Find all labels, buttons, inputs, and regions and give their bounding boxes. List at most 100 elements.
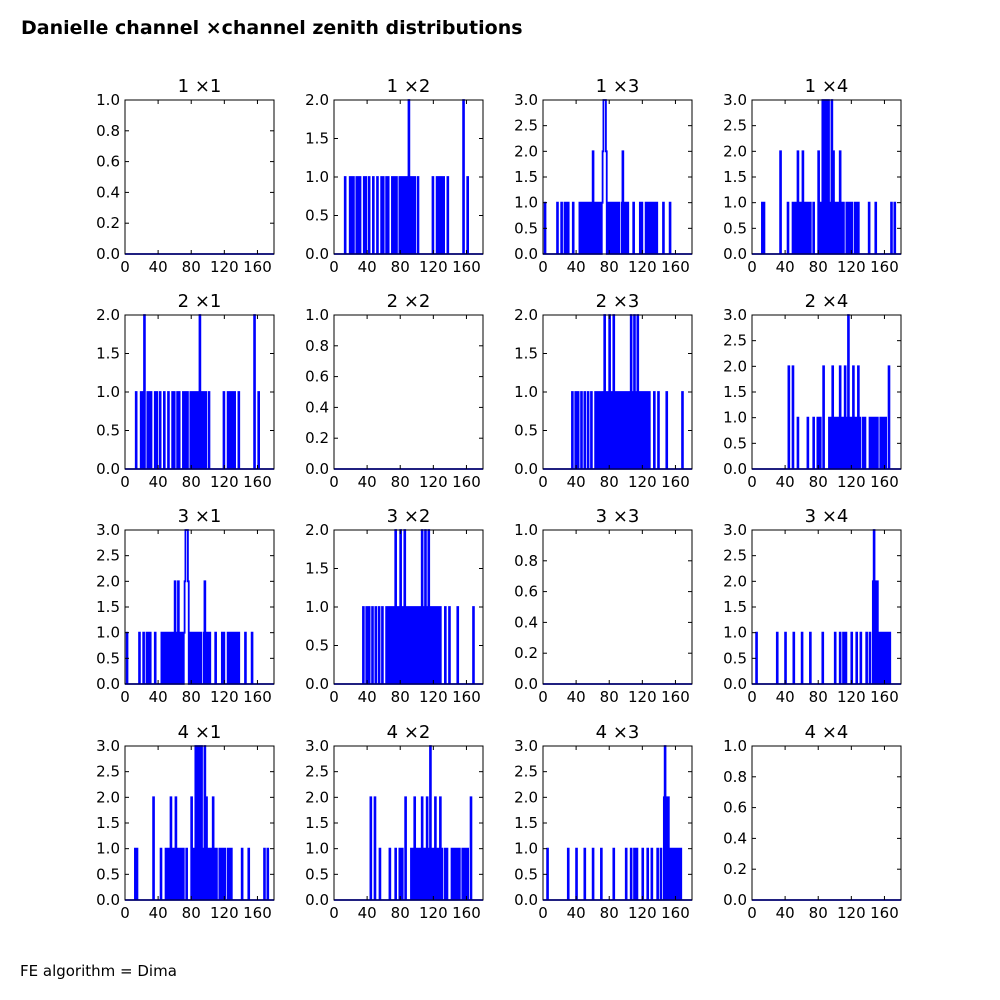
y-tick-label: 1.5 (723, 598, 747, 616)
axes-frame (542, 529, 693, 685)
y-tick-label: 2.0 (96, 306, 120, 324)
x-tick-label: 0 (329, 688, 339, 706)
x-tick-label: 160 (452, 688, 481, 706)
x-tick-label: 80 (182, 688, 201, 706)
x-tick-label: 40 (567, 688, 586, 706)
x-tick-label: 40 (776, 904, 795, 922)
y-tick-label: 1.5 (514, 168, 538, 186)
x-tick-label: 0 (120, 258, 130, 276)
x-tick-label: 160 (452, 258, 481, 276)
y-tick-label: 0.0 (723, 245, 747, 263)
x-tick-label: 160 (243, 688, 272, 706)
x-tick-label: 80 (600, 904, 619, 922)
y-tick-label: 1.0 (723, 624, 747, 642)
subplot-title: 4 ×1 (178, 722, 222, 743)
figure-title: Danielle channel ×channel zenith distrib… (21, 17, 523, 39)
x-tick-label: 40 (149, 688, 168, 706)
x-tick-label: 0 (747, 473, 757, 491)
x-tick-label: 120 (628, 258, 657, 276)
x-tick-label: 120 (210, 258, 239, 276)
x-tick-label: 40 (149, 904, 168, 922)
y-tick-label: 1.5 (514, 345, 538, 363)
y-tick-label: 2.0 (96, 788, 120, 806)
x-tick-label: 120 (628, 904, 657, 922)
subplot-4-2: 4 ×2 0 40 80 120 160 0.0 0.5 1.0 1.5 2.0 2.5 3.0 (305, 722, 484, 922)
x-tick-label: 160 (870, 688, 899, 706)
x-tick-label: 80 (391, 473, 410, 491)
subplot-4-3: 4 ×3 0 40 80 120 160 0.0 0.5 1.0 1.5 2.0 2.5 3.0 (514, 722, 693, 922)
subplot-2-2: 2 ×2 0 40 80 120 160 0.0 0.2 0.4 0.6 0.8 1.0 (305, 291, 484, 491)
y-tick-label: 0.0 (723, 891, 747, 909)
y-tick-label: 1.0 (305, 168, 329, 186)
x-tick-label: 80 (809, 473, 828, 491)
subplot-title: 3 ×1 (178, 506, 222, 527)
histogram-series (543, 314, 692, 470)
x-tick-label: 120 (210, 688, 239, 706)
y-tick-label: 2.0 (514, 306, 538, 324)
y-tick-label: 1.0 (514, 840, 538, 858)
y-tick-label: 1.5 (723, 168, 747, 186)
x-tick-label: 40 (358, 473, 377, 491)
y-tick-label: 0.8 (723, 768, 747, 786)
y-tick-label: 0.4 (305, 398, 329, 416)
y-tick-label: 0.0 (723, 460, 747, 478)
x-tick-label: 80 (809, 904, 828, 922)
axes-frame (333, 314, 484, 470)
histogram-series (334, 99, 483, 255)
x-tick-label: 160 (870, 904, 899, 922)
subplot-title: 3 ×3 (596, 506, 640, 527)
y-tick-label: 1.5 (723, 383, 747, 401)
y-tick-label: 1.0 (96, 624, 120, 642)
y-tick-label: 1.0 (723, 409, 747, 427)
y-tick-label: 1.5 (96, 814, 120, 832)
y-tick-label: 0.5 (305, 207, 329, 225)
x-tick-label: 0 (538, 688, 548, 706)
x-tick-label: 80 (600, 688, 619, 706)
histogram-series (752, 314, 901, 470)
x-tick-label: 160 (870, 473, 899, 491)
y-tick-label: 3.0 (723, 306, 747, 324)
x-tick-label: 80 (600, 258, 619, 276)
histogram-series (334, 745, 483, 901)
y-tick-label: 1.0 (96, 91, 120, 109)
y-tick-label: 0.0 (96, 675, 120, 693)
subplot-3-1: 3 ×1 0 40 80 120 160 0.0 0.5 1.0 1.5 2.0 2.5 3.0 (96, 506, 275, 706)
x-tick-label: 0 (329, 904, 339, 922)
x-tick-label: 0 (120, 904, 130, 922)
y-tick-label: 3.0 (96, 521, 120, 539)
x-tick-label: 160 (661, 258, 690, 276)
y-tick-label: 0.0 (305, 460, 329, 478)
x-tick-label: 160 (661, 473, 690, 491)
subplot-3-2: 3 ×2 0 40 80 120 160 0.0 0.5 1.0 1.5 2.0 (305, 506, 484, 706)
y-tick-label: 0.0 (723, 675, 747, 693)
y-tick-label: 0.6 (723, 799, 747, 817)
y-tick-label: 1.5 (96, 345, 120, 363)
x-tick-label: 120 (837, 688, 866, 706)
x-tick-label: 40 (149, 473, 168, 491)
y-tick-label: 0.0 (305, 891, 329, 909)
x-tick-label: 80 (809, 688, 828, 706)
x-tick-label: 80 (182, 473, 201, 491)
x-tick-label: 0 (538, 473, 548, 491)
y-tick-label: 1.0 (514, 521, 538, 539)
y-tick-label: 0.4 (96, 183, 120, 201)
histogram-series (125, 314, 274, 470)
y-tick-label: 0.5 (96, 422, 120, 440)
y-tick-label: 2.0 (305, 521, 329, 539)
x-tick-label: 120 (419, 688, 448, 706)
y-tick-label: 0.0 (514, 245, 538, 263)
y-tick-label: 0.2 (514, 644, 538, 662)
subplot-2-3: 2 ×3 0 40 80 120 160 0.0 0.5 1.0 1.5 2.0 (514, 291, 693, 491)
subplot-1-1: 1 ×1 0 40 80 120 160 0.0 0.2 0.4 0.6 0.8 1.0 (96, 76, 275, 276)
x-tick-label: 40 (776, 473, 795, 491)
x-tick-label: 80 (600, 473, 619, 491)
x-tick-label: 160 (661, 904, 690, 922)
y-tick-label: 1.5 (514, 814, 538, 832)
x-tick-label: 120 (628, 473, 657, 491)
histogram-series (334, 529, 483, 685)
subplot-title: 2 ×2 (387, 291, 431, 312)
y-tick-label: 2.0 (723, 142, 747, 160)
y-tick-label: 0.0 (305, 675, 329, 693)
x-tick-label: 160 (452, 904, 481, 922)
x-tick-label: 0 (120, 688, 130, 706)
